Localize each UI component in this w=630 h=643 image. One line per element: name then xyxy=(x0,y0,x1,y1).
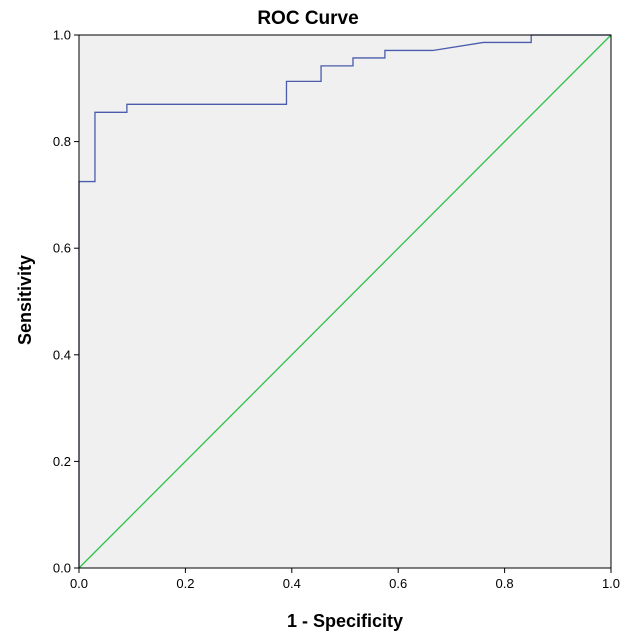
y-axis-label: Sensitivity xyxy=(15,255,35,345)
reference-line xyxy=(78,34,612,569)
plot-frame xyxy=(78,34,612,569)
x-tick-label: 1.0 xyxy=(602,576,620,591)
y-tick-label: 0.8 xyxy=(53,134,71,149)
chart-title: ROC Curve xyxy=(257,8,358,29)
y-tick-label: 0.6 xyxy=(53,241,71,256)
x-tick-label: 0.8 xyxy=(496,576,514,591)
y-tick-label: 0.4 xyxy=(53,347,71,362)
y-tick-label: 0.0 xyxy=(53,561,71,576)
y-tick-label: 0.2 xyxy=(53,454,71,469)
x-tick-label: 0.4 xyxy=(283,576,301,591)
roc-curve-line xyxy=(78,34,611,568)
x-tick-label: 0.6 xyxy=(389,576,407,591)
x-tick-label: 0.0 xyxy=(70,576,88,591)
y-tick-label: 1.0 xyxy=(53,28,71,43)
x-tick-label: 0.2 xyxy=(176,576,194,591)
x-axis-label: 1 - Specificity xyxy=(287,611,403,631)
